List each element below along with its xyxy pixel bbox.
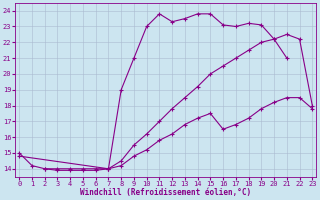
X-axis label: Windchill (Refroidissement éolien,°C): Windchill (Refroidissement éolien,°C)	[80, 188, 251, 197]
